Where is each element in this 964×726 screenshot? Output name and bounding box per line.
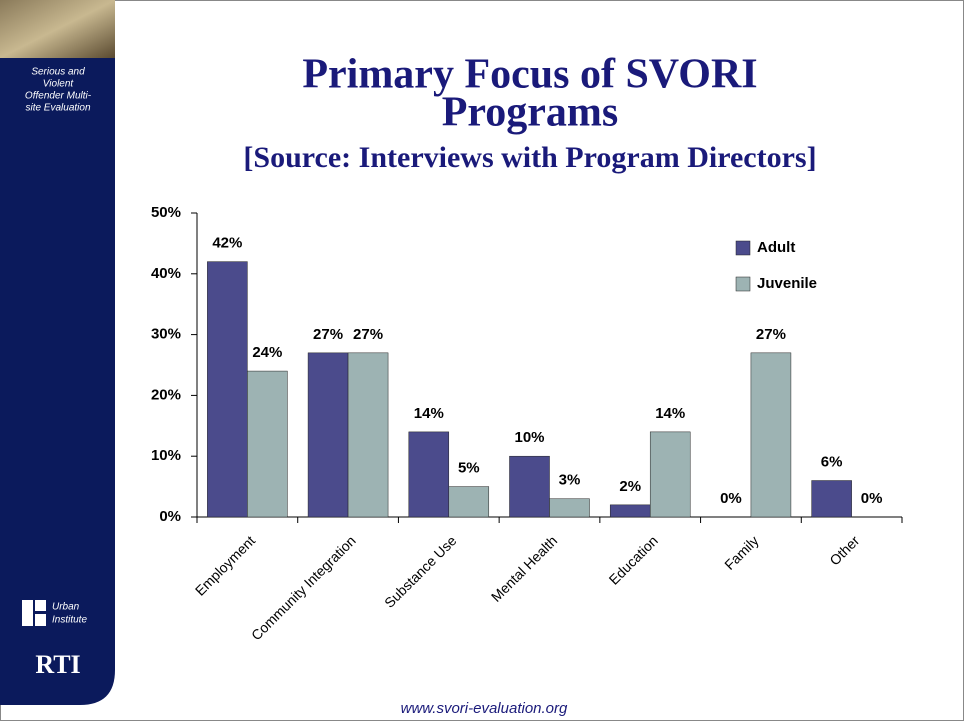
value-label: 27% <box>353 326 383 343</box>
bar <box>811 480 852 518</box>
value-label: 5% <box>458 460 480 477</box>
value-label: 27% <box>756 326 786 343</box>
photo <box>0 0 115 58</box>
logo-block <box>22 600 33 626</box>
urban-text: Urban <box>52 602 80 613</box>
bar <box>347 352 389 518</box>
y-tick-label: 10% <box>151 447 181 464</box>
value-label: 3% <box>559 472 581 489</box>
legend-label: Juvenile <box>757 275 817 292</box>
legend-swatch <box>735 240 751 256</box>
rti-logo: RTI <box>35 650 80 679</box>
urban-text: Institute <box>52 615 87 626</box>
value-label: 6% <box>821 453 843 470</box>
chart-title: Primary Focus of SVORI <box>302 52 757 98</box>
value-label: 42% <box>212 235 242 252</box>
bar <box>307 352 349 518</box>
y-tick-label: 0% <box>159 508 181 525</box>
bar <box>448 486 490 518</box>
y-tick-label: 50% <box>151 204 181 221</box>
bar <box>649 431 691 518</box>
bar <box>549 498 590 518</box>
logo-block <box>35 600 46 611</box>
bar <box>408 431 450 518</box>
legend-label: Adult <box>757 239 795 256</box>
y-tick-label: 40% <box>151 265 181 282</box>
bar <box>207 261 248 518</box>
chart-subtitle: [Source: Interviews with Program Directo… <box>243 141 816 174</box>
sidebar <box>0 0 115 705</box>
footer: www.svori-evaluation.org <box>401 700 568 717</box>
y-tick-label: 30% <box>151 326 181 343</box>
chart-title: Programs <box>442 90 619 136</box>
value-label: 2% <box>619 478 641 495</box>
value-label: 14% <box>655 405 685 422</box>
bar <box>609 504 651 518</box>
urban-logo <box>22 600 46 626</box>
bar <box>750 352 792 518</box>
value-label: 27% <box>313 326 343 343</box>
value-label: 10% <box>514 429 544 446</box>
bar <box>247 370 288 518</box>
value-label: 0% <box>861 490 883 507</box>
sidebar-caption: Violent <box>43 79 75 90</box>
value-label: 0% <box>720 490 742 507</box>
logo-block <box>35 614 46 626</box>
sidebar-caption: site Evaluation <box>25 103 90 114</box>
bar <box>509 455 550 518</box>
value-label: 24% <box>252 344 282 361</box>
sidebar-caption: Serious and <box>31 67 85 78</box>
sidebar-caption: Offender Multi- <box>25 91 92 102</box>
value-label: 14% <box>414 405 444 422</box>
y-tick-label: 20% <box>151 386 181 403</box>
legend-swatch <box>735 276 751 292</box>
